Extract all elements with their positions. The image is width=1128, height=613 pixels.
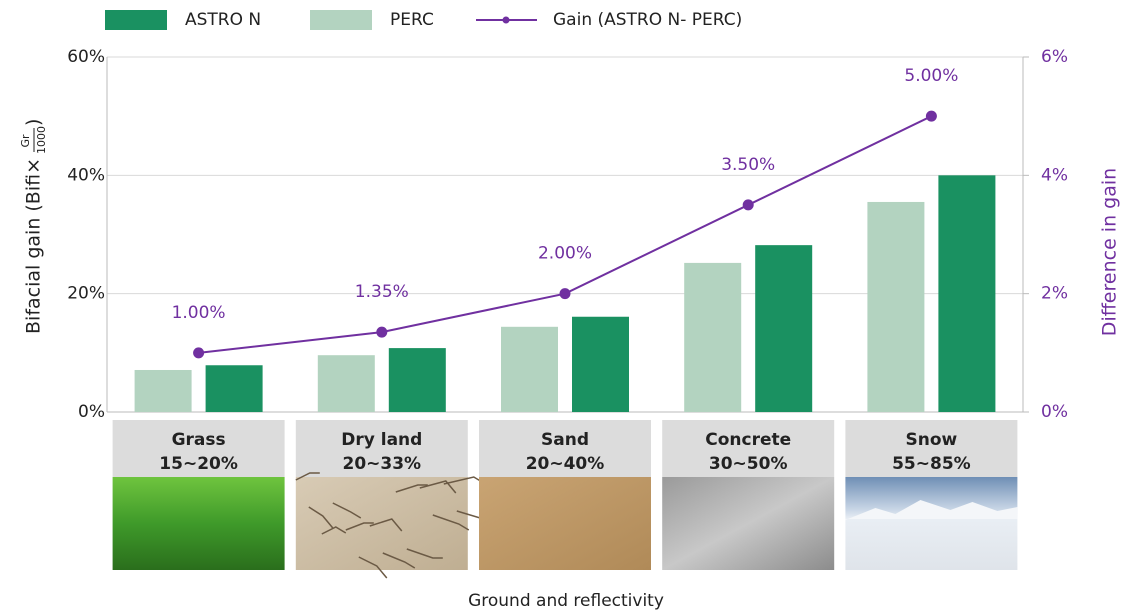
- legend-label: PERC: [390, 10, 434, 30]
- category-panel: [479, 420, 651, 477]
- gain-point: [376, 326, 388, 338]
- crack: [369, 518, 403, 532]
- data-label: 1.35%: [355, 282, 409, 302]
- category-label: Grass: [172, 430, 226, 450]
- category-reflectivity: 30~50%: [709, 454, 788, 474]
- crack: [308, 506, 334, 529]
- gain-point: [559, 288, 571, 300]
- category-image: [845, 477, 1018, 570]
- crack: [382, 552, 416, 569]
- y-axis-title-text: Bifacial gain (Bifi×: [23, 158, 45, 334]
- crack: [345, 522, 374, 531]
- y2-tick-label: 4%: [1041, 165, 1068, 185]
- category-image: [479, 477, 651, 570]
- gain-point: [193, 347, 205, 359]
- y-tick-label: 40%: [67, 165, 105, 185]
- data-label: 3.50%: [721, 155, 775, 175]
- category-label: Snow: [906, 430, 958, 450]
- bar: [134, 369, 192, 412]
- bar: [317, 355, 375, 412]
- crack: [419, 480, 457, 494]
- bar: [205, 365, 263, 412]
- bar: [938, 175, 996, 412]
- bar: [501, 326, 558, 412]
- category-reflectivity: 55~85%: [892, 454, 971, 474]
- crack: [295, 472, 320, 481]
- category-image: [295, 477, 468, 570]
- bar: [755, 245, 813, 412]
- y2-tick-label: 6%: [1041, 47, 1068, 67]
- data-label: 2.00%: [538, 244, 592, 264]
- y2-tick-label: 2%: [1041, 284, 1068, 304]
- legend-swatch: [310, 10, 372, 30]
- crack: [332, 502, 362, 519]
- y-axis-title-denominator: 1000: [35, 126, 48, 154]
- bar: [388, 348, 446, 412]
- gain-point: [742, 199, 754, 211]
- y2-axis-title: Difference in gain: [1099, 168, 1121, 336]
- crack: [406, 548, 443, 559]
- category-image: [662, 477, 835, 570]
- y-tick-label: 20%: [67, 284, 105, 304]
- legend-label: ASTRO N: [185, 10, 261, 30]
- data-label: 1.00%: [172, 303, 226, 323]
- bar: [572, 316, 629, 412]
- legend-swatch: [105, 10, 167, 30]
- crack: [432, 514, 470, 531]
- y-axis-title: Bifacial gain (Bifi× Gr 1000 ): [19, 119, 48, 334]
- bar: [684, 262, 742, 412]
- category-label: Dry land: [341, 430, 422, 450]
- crack: [395, 484, 428, 493]
- category-panel: [112, 420, 285, 477]
- gain-point: [925, 110, 937, 122]
- crack: [321, 526, 347, 535]
- bar: [867, 201, 925, 412]
- category-label: Sand: [541, 430, 589, 450]
- y-tick-label: 0%: [78, 402, 105, 422]
- legend-label: Gain (ASTRO N- PERC): [553, 10, 742, 30]
- category-reflectivity: 20~33%: [343, 454, 422, 474]
- category-image: [112, 477, 285, 570]
- y-axis-title-close: ): [23, 119, 45, 126]
- y-tick-label: 60%: [67, 47, 105, 67]
- category-panel: [662, 420, 835, 477]
- category-panel: [295, 420, 468, 477]
- crack: [358, 556, 388, 579]
- category-reflectivity: 20~40%: [526, 454, 605, 474]
- y-axis-title-numerator: Gr: [19, 134, 32, 148]
- category-label: Concrete: [705, 430, 791, 450]
- mountains: [845, 500, 1018, 520]
- legend-marker: [502, 16, 510, 24]
- x-axis-title: Ground and reflectivity: [468, 591, 664, 611]
- data-label: 5.00%: [904, 66, 958, 86]
- gain-line: [198, 115, 932, 354]
- category-reflectivity: 15~20%: [159, 454, 238, 474]
- category-panel: [845, 420, 1018, 477]
- y2-tick-label: 0%: [1041, 402, 1068, 422]
